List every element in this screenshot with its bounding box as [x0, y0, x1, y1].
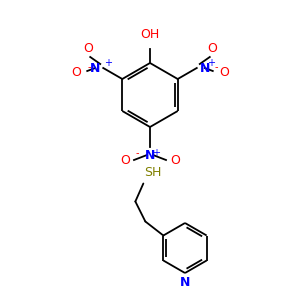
Text: O: O	[71, 67, 81, 80]
Text: -: -	[87, 62, 91, 72]
Text: N: N	[200, 61, 210, 74]
Text: N: N	[145, 149, 155, 162]
Text: N: N	[90, 61, 100, 74]
Text: O: O	[120, 154, 130, 167]
Text: O: O	[219, 67, 229, 80]
Text: OH: OH	[140, 28, 160, 41]
Text: O: O	[83, 42, 93, 55]
Text: +: +	[152, 148, 160, 158]
Text: O: O	[170, 154, 180, 167]
Text: -: -	[135, 148, 139, 158]
Text: O: O	[207, 42, 217, 55]
Text: N: N	[180, 276, 190, 289]
Text: -: -	[215, 62, 218, 72]
Text: SH: SH	[144, 167, 162, 179]
Text: +: +	[104, 58, 112, 68]
Text: +: +	[207, 58, 215, 68]
